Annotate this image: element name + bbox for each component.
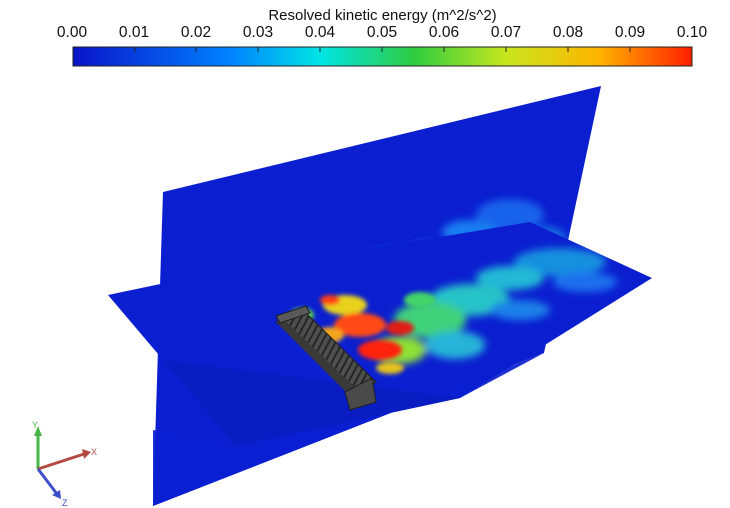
axis-x-label: X	[91, 447, 97, 457]
axes-triad: Y X Z	[32, 420, 97, 508]
colorbar-tick-label: 0.00	[56, 24, 88, 41]
colorbar-tick-label: 0.01	[118, 24, 150, 41]
colorbar-tick-label: 0.04	[304, 24, 336, 41]
axis-z-label: Z	[62, 498, 68, 508]
colorbar-tick-label: 0.05	[366, 24, 398, 41]
colorbar-tick-marks	[134, 47, 631, 52]
colorbar-tick-label: 0.02	[180, 24, 212, 41]
colorbar-tick-label: 0.06	[428, 24, 460, 41]
vertical-plane-front-shade	[163, 360, 460, 446]
colorbar-tick-label: 0.10	[676, 24, 708, 41]
colorbar-tick-label: 0.08	[552, 24, 584, 41]
axis-y-label: Y	[32, 420, 38, 430]
vertical-plane-front	[153, 353, 544, 506]
colorbar-tick-label: 0.09	[614, 24, 646, 41]
finned-heat-exchanger	[274, 305, 377, 411]
colorbar-tick-label: 0.03	[242, 24, 274, 41]
horizontal-slice-plane	[108, 222, 652, 446]
colorbar-tick-label: 0.07	[490, 24, 522, 41]
colorbar-title: Resolved kinetic energy (m^2/s^2)	[268, 7, 497, 24]
